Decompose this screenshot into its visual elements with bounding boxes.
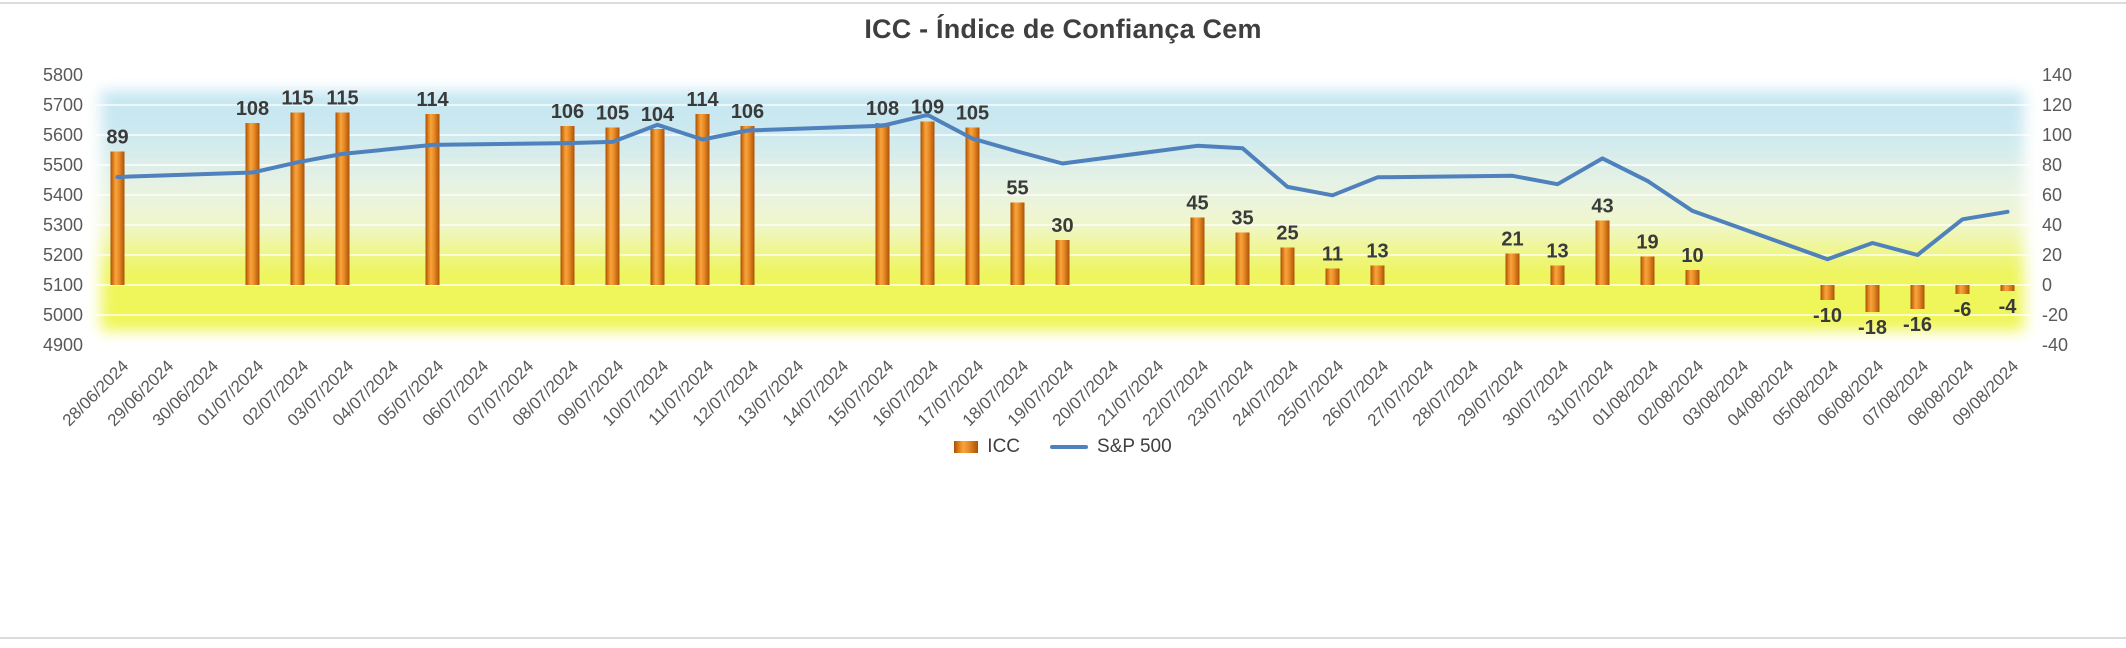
icc-bar [110, 151, 125, 285]
right-axis-tick: 140 [2042, 65, 2072, 85]
sp500-line [115, 112, 2010, 262]
icc-bar [290, 112, 305, 285]
bar-value-label: 106 [731, 101, 764, 123]
bar-value-label: 11 [1322, 244, 1343, 266]
bar-value-label: 106 [551, 101, 584, 123]
icc-bar [1235, 232, 1250, 285]
left-axis-tick: 5200 [43, 245, 83, 265]
bar-value-label: 114 [416, 89, 449, 111]
right-axis-tick: 60 [2042, 185, 2062, 205]
legend-item-icc[interactable]: ICC [954, 436, 1020, 458]
left-axis-tick: 5300 [43, 215, 83, 235]
right-axis-tick: -20 [2042, 305, 2068, 325]
left-axis-tick: 5000 [43, 305, 83, 325]
icc-bar [1190, 217, 1205, 285]
icc-bar [740, 126, 755, 285]
bar-value-label: 55 [1006, 178, 1028, 200]
bar-value-label: -4 [1999, 296, 2018, 318]
right-axis-tick: 80 [2042, 155, 2062, 175]
sp500-legend-swatch [1050, 445, 1089, 449]
bar-value-label: 21 [1501, 229, 1523, 251]
right-axis-tick: 0 [2042, 275, 2052, 295]
icc-bar [1685, 270, 1700, 285]
bar-value-label: 43 [1591, 196, 1613, 218]
icc-bar [1865, 285, 1880, 312]
icc-bar [695, 114, 710, 285]
legend-item-sp500[interactable]: S&P 500 [1050, 436, 1172, 458]
icc-bar [335, 112, 350, 285]
right-axis-tick: 20 [2042, 245, 2062, 265]
bar-value-label: 89 [106, 127, 128, 149]
legend-label-sp500: S&P 500 [1097, 436, 1172, 457]
icc-bar [560, 126, 575, 285]
icc-bar [1550, 265, 1565, 285]
icc-bar [1820, 285, 1835, 300]
left-axis-tick: 5100 [43, 275, 83, 295]
left-axis-tick: 4900 [43, 335, 83, 355]
bar-value-label: 105 [956, 103, 989, 125]
icc-bar [650, 129, 665, 285]
icc-bar [1910, 285, 1925, 309]
bar-value-label: 108 [236, 98, 269, 120]
left-axis-tick: 5400 [43, 185, 83, 205]
left-axis-tick: 5500 [43, 155, 83, 175]
bar-value-label: 115 [281, 88, 313, 110]
bar-value-label: 25 [1276, 223, 1298, 245]
bottom-border [0, 637, 2126, 639]
bar-value-label: 115 [326, 88, 358, 110]
left-axis-tick: 5800 [43, 65, 83, 85]
icc-bar [1325, 268, 1340, 285]
icc-bar [1010, 202, 1025, 285]
icc-bar [245, 123, 260, 285]
right-axis-tick: 120 [2042, 95, 2072, 115]
icc-bar [920, 121, 935, 285]
bar-value-label: 30 [1051, 215, 1073, 237]
icc-bar [1055, 240, 1070, 285]
icc-legend-swatch [954, 441, 979, 453]
legend-label-icc: ICC [987, 436, 1021, 457]
icc-bar [965, 127, 980, 285]
icc-bar [1640, 256, 1655, 285]
right-axis-tick: -40 [2042, 335, 2068, 355]
bar-value-label: 105 [596, 103, 629, 125]
icc-bar [1955, 285, 1970, 294]
bar-value-label: 13 [1366, 241, 1388, 263]
right-axis-tick: 100 [2042, 125, 2072, 145]
top-border [0, 2, 2126, 4]
icc-bar [875, 123, 890, 285]
icc-bar [425, 114, 440, 285]
icc-bar [1595, 220, 1610, 285]
bar-value-label: 13 [1546, 241, 1568, 263]
chart-legend: ICC S&P 500 [0, 436, 2126, 458]
bar-value-label: 10 [1681, 245, 1703, 267]
left-axis-tick: 5700 [43, 95, 83, 115]
icc-bar [1280, 247, 1295, 285]
right-axis-tick: 40 [2042, 215, 2062, 235]
icc-bar [1370, 265, 1385, 285]
bar-value-label: 35 [1231, 208, 1253, 230]
bar-value-label: -16 [1903, 314, 1932, 336]
bar-value-label: 109 [911, 97, 944, 119]
icc-bar [1505, 253, 1520, 285]
chart-title: ICC - Índice de Confiança Cem [864, 14, 1262, 44]
icc-bar [605, 127, 620, 285]
icc-bar [2000, 285, 2015, 291]
bar-value-label: -6 [1954, 299, 1972, 321]
left-axis-tick: 5600 [43, 125, 83, 145]
bar-value-label: 45 [1186, 193, 1208, 215]
plot-area-gradient [101, 91, 2024, 331]
bar-value-label: -10 [1813, 305, 1842, 327]
bar-value-label: 108 [866, 98, 899, 120]
bar-value-label: 114 [686, 89, 719, 111]
bar-value-label: -18 [1858, 317, 1887, 339]
bar-value-label: 19 [1636, 232, 1658, 254]
bar-value-label: 104 [641, 104, 675, 126]
